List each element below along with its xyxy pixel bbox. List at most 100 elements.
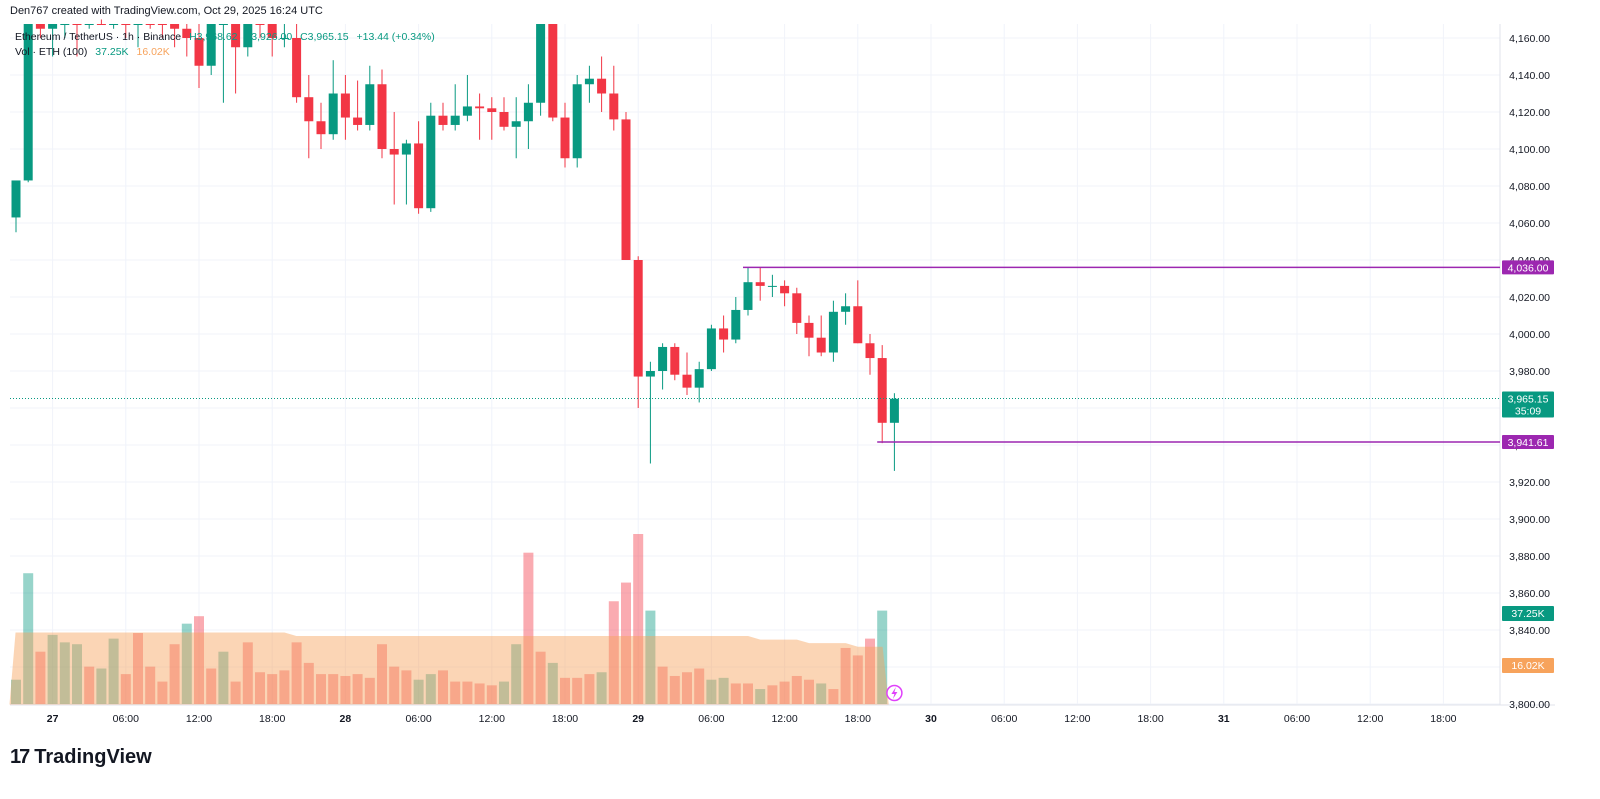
time-axis[interactable]: 27 06:00 12:00 18:00 28 06:00 12:00 18:00 29 06:0… xyxy=(47,713,1457,725)
candle-body xyxy=(316,121,326,135)
brand-name: TradingView xyxy=(34,746,152,768)
price-axis[interactable]: 3,800.003,820.003,840.003,860.003,880.00… xyxy=(1502,33,1554,711)
candle-body xyxy=(804,322,814,338)
price-tick-label: 3,860.00 xyxy=(1509,588,1550,600)
ohlc-low: L3,926.00 xyxy=(245,31,293,43)
volume-tag: 37.25K xyxy=(1502,606,1554,621)
volume-bar xyxy=(730,683,741,704)
volume-ma-value: 16.02K xyxy=(136,46,170,58)
volume-bar xyxy=(804,679,814,704)
current-price-tag-bg xyxy=(1502,391,1554,418)
candle-body xyxy=(755,282,765,286)
volume-bar xyxy=(694,668,705,704)
candle-body xyxy=(353,117,363,125)
candle-body xyxy=(719,328,729,340)
time-tick-label: 12:00 xyxy=(1357,713,1383,725)
volume-bar xyxy=(255,672,265,704)
candle-body xyxy=(475,106,485,109)
volume-bar xyxy=(145,666,156,704)
candle-body xyxy=(658,346,668,371)
candle-body xyxy=(731,309,741,340)
volume-bar xyxy=(621,582,631,704)
time-tick-label: 12:00 xyxy=(479,713,505,725)
volume-bar xyxy=(352,674,363,704)
candle-body xyxy=(292,38,302,98)
candle-body xyxy=(84,24,94,25)
volume-ma-area xyxy=(9,632,889,705)
volume-bar xyxy=(547,662,558,704)
volume-bar xyxy=(389,666,400,704)
candle-body xyxy=(767,285,777,287)
volume-bar xyxy=(169,644,180,704)
time-tick-label: 12:00 xyxy=(186,713,212,725)
price-tick-label: 4,100.00 xyxy=(1509,144,1550,156)
candle-body xyxy=(584,78,594,85)
price-change: +13.44 (+0.34%) xyxy=(356,31,435,43)
candle-body xyxy=(170,24,180,29)
volume-bar xyxy=(706,679,717,704)
volume-bar xyxy=(206,668,217,704)
volume-tag-bg xyxy=(1502,606,1554,621)
volume-bar xyxy=(462,681,473,704)
candle-body xyxy=(401,143,411,155)
price-tick-label: 4,080.00 xyxy=(1509,181,1550,193)
volume-bar xyxy=(669,675,680,704)
candle-body xyxy=(365,84,375,125)
grid-lines xyxy=(10,24,1555,706)
tradingview-brand[interactable]: 17 TradingView xyxy=(10,746,152,769)
volume-bar xyxy=(828,689,839,704)
volume-bar xyxy=(425,674,436,704)
candle-body xyxy=(670,346,680,375)
candle-body xyxy=(267,24,277,38)
volume-bar xyxy=(181,623,192,704)
volume-bars xyxy=(11,534,888,704)
candle-body xyxy=(96,24,106,25)
time-tick-label: 31 xyxy=(1218,713,1230,725)
flash-icon-bolt xyxy=(891,687,898,699)
candle-body xyxy=(206,24,216,66)
price-tick-label: 3,840.00 xyxy=(1509,625,1550,637)
chart-credit: Den767 created with TradingView.com, Oct… xyxy=(10,5,323,17)
volume-bar xyxy=(108,638,119,704)
candle-body xyxy=(450,115,460,125)
time-tick-label: 06:00 xyxy=(698,713,724,725)
volume-bar xyxy=(35,651,46,704)
time-tick-label: 18:00 xyxy=(259,713,285,725)
volume-ma-area xyxy=(9,632,889,705)
time-tick-label: 06:00 xyxy=(1284,713,1310,725)
volume-label[interactable]: Vol · ETH (100) xyxy=(15,46,88,58)
candle-body xyxy=(414,143,424,209)
volume-legend[interactable]: Vol · ETH (100) 37.25K 16.02K xyxy=(15,46,175,58)
candle-body xyxy=(706,328,716,370)
candle-body xyxy=(340,93,350,118)
symbol-name[interactable]: Ethereum / TetherUS · 1h · Binance xyxy=(15,31,182,43)
volume-tag-text: 37.25K xyxy=(1511,608,1544,620)
price-tick-label: 3,980.00 xyxy=(1509,366,1550,378)
candle-body xyxy=(157,24,167,25)
time-tick-label: 12:00 xyxy=(771,713,797,725)
price-tick-label: 3,880.00 xyxy=(1509,551,1550,563)
candle-body xyxy=(743,282,753,310)
candle-body xyxy=(72,24,82,25)
candle-body xyxy=(499,112,509,127)
time-tick-label: 30 xyxy=(925,713,937,725)
candle-body xyxy=(194,38,204,66)
flash-icon xyxy=(886,684,903,702)
horizontal-levels[interactable] xyxy=(10,266,1500,702)
volume-bar xyxy=(413,679,424,704)
volume-bar xyxy=(877,610,888,704)
time-tick-label: 18:00 xyxy=(845,713,871,725)
symbol-legend[interactable]: Ethereum / TetherUS · 1h · Binance H3,96… xyxy=(15,31,440,43)
candle-body xyxy=(109,24,119,25)
time-tick-label: 06:00 xyxy=(991,713,1017,725)
volume-bar xyxy=(401,670,412,704)
volume-ma-tag-text: 16.02K xyxy=(1511,660,1544,672)
volume-bar xyxy=(779,681,790,704)
price-chart[interactable]: 3,800.003,820.003,840.003,860.003,880.00… xyxy=(0,0,1600,740)
candle-body xyxy=(133,24,143,25)
volume-bar xyxy=(743,683,753,704)
volume-ma-tag: 16.02K xyxy=(1502,658,1554,673)
volume-bar xyxy=(84,666,95,704)
candle-body xyxy=(792,293,802,323)
